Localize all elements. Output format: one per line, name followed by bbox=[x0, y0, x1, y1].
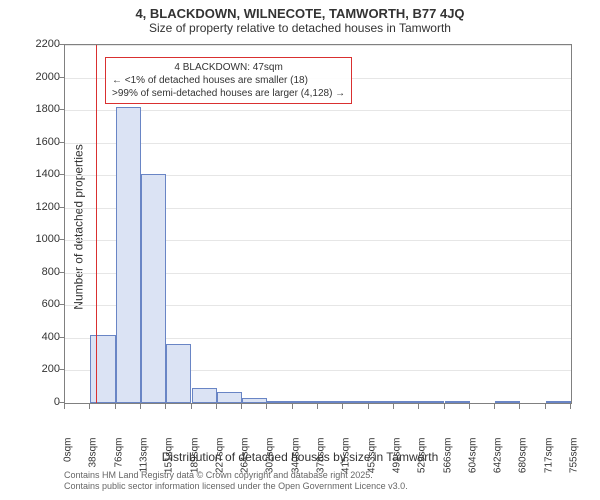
x-tick-mark bbox=[570, 404, 571, 409]
y-tick-label: 2200 bbox=[10, 38, 60, 50]
y-tick-label: 1200 bbox=[10, 201, 60, 213]
y-tick-mark bbox=[59, 304, 64, 305]
x-tick-mark bbox=[519, 404, 520, 409]
x-tick-mark bbox=[469, 404, 470, 409]
histogram-bar bbox=[394, 401, 419, 403]
histogram-bar bbox=[293, 401, 318, 403]
y-tick-label: 800 bbox=[10, 266, 60, 278]
reference-line bbox=[96, 45, 97, 403]
x-tick-mark bbox=[140, 404, 141, 409]
histogram-bar bbox=[192, 388, 217, 403]
y-tick-mark bbox=[59, 174, 64, 175]
y-tick-label: 1400 bbox=[10, 168, 60, 180]
y-tick-label: 600 bbox=[10, 298, 60, 310]
histogram-bar bbox=[242, 398, 267, 403]
x-tick-mark bbox=[165, 404, 166, 409]
chart-subtitle: Size of property relative to detached ho… bbox=[0, 21, 600, 39]
x-tick-mark bbox=[494, 404, 495, 409]
footer-line-1: Contains HM Land Registry data © Crown c… bbox=[64, 470, 408, 481]
gridline bbox=[65, 110, 571, 111]
y-tick-label: 1600 bbox=[10, 136, 60, 148]
annotation-line: >99% of semi-detached houses are larger … bbox=[112, 87, 345, 100]
y-tick-label: 0 bbox=[10, 396, 60, 408]
x-tick-mark bbox=[317, 404, 318, 409]
y-tick-mark bbox=[59, 207, 64, 208]
y-tick-mark bbox=[59, 272, 64, 273]
histogram-bar bbox=[267, 401, 292, 403]
x-tick-mark bbox=[266, 404, 267, 409]
x-tick-mark bbox=[115, 404, 116, 409]
histogram-bar bbox=[495, 401, 520, 403]
y-tick-mark bbox=[59, 142, 64, 143]
x-tick-mark bbox=[292, 404, 293, 409]
plot-area: 4 BLACKDOWN: 47sqm← <1% of detached hous… bbox=[64, 44, 572, 404]
histogram-bar bbox=[318, 401, 343, 403]
histogram-bar bbox=[217, 392, 242, 403]
histogram-bar bbox=[116, 107, 141, 403]
x-tick-mark bbox=[545, 404, 546, 409]
y-tick-mark bbox=[59, 402, 64, 403]
x-tick-mark bbox=[89, 404, 90, 409]
y-tick-mark bbox=[59, 109, 64, 110]
histogram-bar bbox=[166, 344, 191, 403]
annotation-line: ← <1% of detached houses are smaller (18… bbox=[112, 74, 345, 87]
x-tick-mark bbox=[216, 404, 217, 409]
x-tick-mark bbox=[368, 404, 369, 409]
footer-line-2: Contains public sector information licen… bbox=[64, 481, 408, 492]
histogram-bar bbox=[445, 401, 470, 403]
histogram-bar bbox=[343, 401, 368, 403]
y-tick-mark bbox=[59, 239, 64, 240]
y-tick-mark bbox=[59, 369, 64, 370]
x-tick-mark bbox=[241, 404, 242, 409]
y-tick-mark bbox=[59, 337, 64, 338]
y-tick-mark bbox=[59, 44, 64, 45]
histogram-bar bbox=[369, 401, 394, 403]
footer-text: Contains HM Land Registry data © Crown c… bbox=[64, 470, 408, 492]
gridline bbox=[65, 45, 571, 46]
chart-title: 4, BLACKDOWN, WILNECOTE, TAMWORTH, B77 4… bbox=[0, 0, 600, 21]
y-tick-label: 1800 bbox=[10, 103, 60, 115]
annotation-box: 4 BLACKDOWN: 47sqm← <1% of detached hous… bbox=[105, 57, 352, 104]
annotation-line: 4 BLACKDOWN: 47sqm bbox=[112, 61, 345, 74]
y-tick-label: 400 bbox=[10, 331, 60, 343]
x-tick-mark bbox=[418, 404, 419, 409]
y-tick-label: 2000 bbox=[10, 71, 60, 83]
chart-container: 4, BLACKDOWN, WILNECOTE, TAMWORTH, B77 4… bbox=[0, 0, 600, 500]
x-tick-mark bbox=[444, 404, 445, 409]
histogram-bar bbox=[546, 401, 571, 403]
y-tick-mark bbox=[59, 77, 64, 78]
histogram-bar bbox=[419, 401, 444, 403]
x-axis-label: Distribution of detached houses by size … bbox=[0, 450, 600, 464]
x-tick-mark bbox=[342, 404, 343, 409]
x-tick-mark bbox=[191, 404, 192, 409]
x-tick-mark bbox=[64, 404, 65, 409]
histogram-bar bbox=[141, 174, 166, 403]
gridline bbox=[65, 143, 571, 144]
x-tick-mark bbox=[393, 404, 394, 409]
y-tick-label: 200 bbox=[10, 363, 60, 375]
histogram-bar bbox=[90, 335, 115, 403]
y-tick-label: 1000 bbox=[10, 233, 60, 245]
